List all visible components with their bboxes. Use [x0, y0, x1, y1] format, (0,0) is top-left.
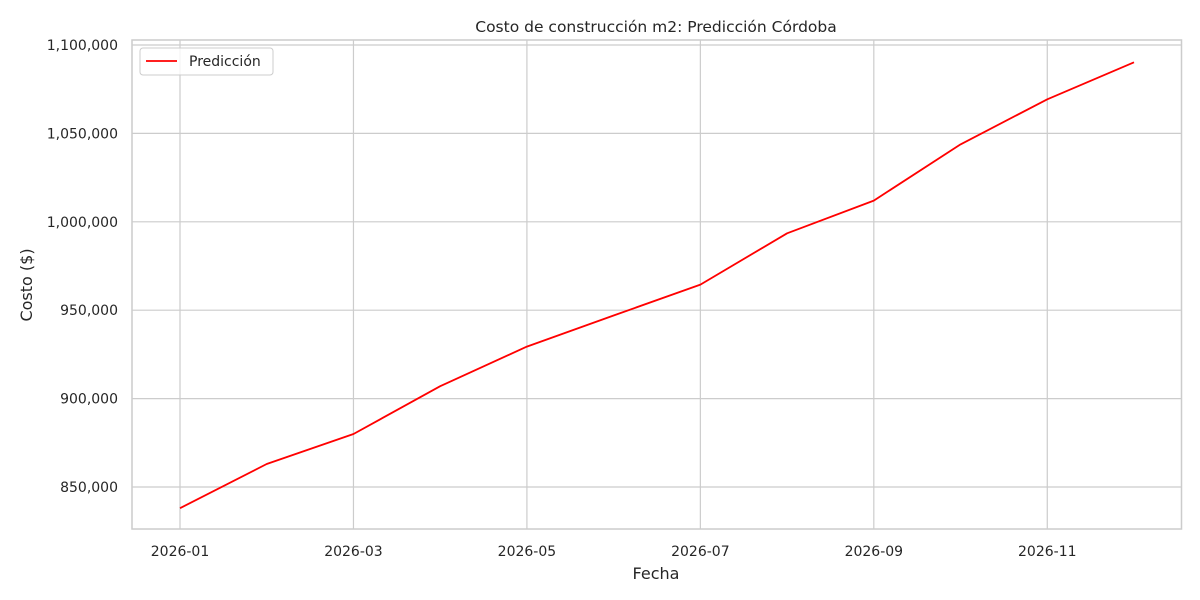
x-tick-label: 2026-11 [1018, 544, 1077, 560]
x-tick-label: 2026-09 [845, 544, 904, 560]
x-tick-label: 2026-03 [324, 544, 383, 560]
x-tick-label: 2026-01 [151, 544, 210, 560]
x-axis-label: Fecha [633, 564, 680, 583]
plot-frame [131, 39, 1183, 530]
legend-label: Predicción [189, 54, 261, 70]
y-tick-label: 850,000 [60, 480, 118, 496]
x-tick-label: 2026-05 [498, 544, 557, 560]
y-tick-label: 1,050,000 [47, 126, 118, 142]
x-tick-label: 2026-07 [671, 544, 730, 560]
y-tick-label: 900,000 [60, 392, 118, 408]
y-tick-label: 950,000 [60, 303, 118, 319]
x-axis-ticks: 2026-01 2026-03 2026-05 2026-07 2026-09 2026-… [151, 544, 1077, 560]
chart-title: Costo de construcción m2: Predicción Cór… [475, 18, 836, 36]
legend: Predicción [139, 47, 274, 76]
y-tick-label: 1,000,000 [47, 215, 118, 231]
y-axis-label: Costo ($) [17, 248, 36, 321]
prediction-line [179, 61, 1135, 510]
grid-lines [132, 40, 1182, 529]
legend-box [139, 47, 274, 76]
y-axis-ticks: 850,000 900,000 950,000 1,000,000 1,050,000 1… [47, 38, 118, 496]
y-tick-label: 1,100,000 [47, 38, 118, 54]
